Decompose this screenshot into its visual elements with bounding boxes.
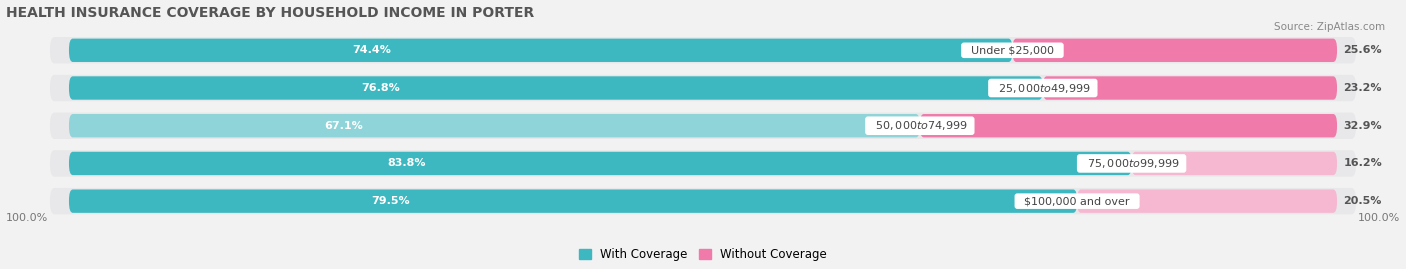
Legend: With Coverage, Without Coverage: With Coverage, Without Coverage xyxy=(579,248,827,261)
FancyBboxPatch shape xyxy=(51,112,1355,139)
Text: 100.0%: 100.0% xyxy=(1358,213,1400,223)
Text: 25.6%: 25.6% xyxy=(1343,45,1382,55)
Text: 20.5%: 20.5% xyxy=(1343,196,1382,206)
FancyBboxPatch shape xyxy=(1077,189,1337,213)
FancyBboxPatch shape xyxy=(51,75,1355,101)
Text: 83.8%: 83.8% xyxy=(388,158,426,168)
Text: $75,000 to $99,999: $75,000 to $99,999 xyxy=(1080,157,1184,170)
Text: $100,000 and over: $100,000 and over xyxy=(1018,196,1137,206)
Text: 74.4%: 74.4% xyxy=(352,45,391,55)
FancyBboxPatch shape xyxy=(51,37,1355,63)
FancyBboxPatch shape xyxy=(69,39,1012,62)
FancyBboxPatch shape xyxy=(69,189,1077,213)
Text: $50,000 to $74,999: $50,000 to $74,999 xyxy=(868,119,972,132)
FancyBboxPatch shape xyxy=(920,114,1337,137)
Text: 23.2%: 23.2% xyxy=(1343,83,1382,93)
Text: Under $25,000: Under $25,000 xyxy=(965,45,1062,55)
FancyBboxPatch shape xyxy=(1132,152,1337,175)
Text: 16.2%: 16.2% xyxy=(1343,158,1382,168)
FancyBboxPatch shape xyxy=(69,114,920,137)
Text: 32.9%: 32.9% xyxy=(1343,121,1382,131)
Text: 67.1%: 67.1% xyxy=(325,121,363,131)
FancyBboxPatch shape xyxy=(1012,39,1337,62)
FancyBboxPatch shape xyxy=(69,152,1132,175)
FancyBboxPatch shape xyxy=(1043,76,1337,100)
FancyBboxPatch shape xyxy=(51,150,1355,177)
Text: Source: ZipAtlas.com: Source: ZipAtlas.com xyxy=(1274,22,1385,31)
FancyBboxPatch shape xyxy=(51,188,1355,214)
Text: HEALTH INSURANCE COVERAGE BY HOUSEHOLD INCOME IN PORTER: HEALTH INSURANCE COVERAGE BY HOUSEHOLD I… xyxy=(6,6,534,20)
FancyBboxPatch shape xyxy=(69,76,1043,100)
Text: 100.0%: 100.0% xyxy=(6,213,48,223)
Text: 79.5%: 79.5% xyxy=(371,196,411,206)
Text: $25,000 to $49,999: $25,000 to $49,999 xyxy=(991,82,1095,94)
Text: 76.8%: 76.8% xyxy=(361,83,399,93)
